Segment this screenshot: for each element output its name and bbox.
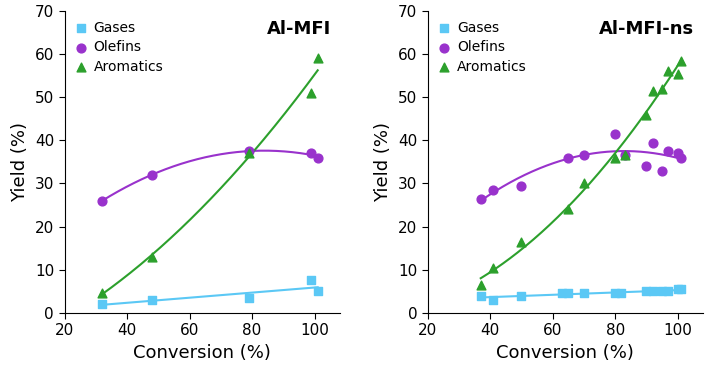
Gases: [96, 301, 108, 307]
Aromatics: [96, 290, 108, 296]
Gases: [516, 293, 527, 298]
Olefins: [516, 183, 527, 188]
Legend: Gases, Olefins, Aromatics: Gases, Olefins, Aromatics: [72, 18, 166, 77]
Gases: [675, 286, 686, 292]
X-axis label: Conversion (%): Conversion (%): [496, 344, 634, 362]
Gases: [656, 288, 668, 294]
Aromatics: [312, 56, 323, 61]
Olefins: [243, 148, 255, 154]
Aromatics: [619, 152, 630, 158]
Olefins: [675, 155, 686, 160]
Olefins: [312, 155, 323, 160]
Legend: Gases, Olefins, Aromatics: Gases, Olefins, Aromatics: [435, 18, 529, 77]
Aromatics: [563, 206, 574, 212]
Olefins: [96, 198, 108, 204]
Gases: [146, 297, 158, 303]
Aromatics: [647, 88, 658, 94]
Gases: [312, 288, 323, 294]
X-axis label: Conversion (%): Conversion (%): [133, 344, 271, 362]
Aromatics: [609, 155, 621, 160]
Aromatics: [475, 282, 486, 288]
Text: Al-MFI: Al-MFI: [267, 20, 331, 38]
Aromatics: [243, 151, 255, 156]
Text: Al-MFI-ns: Al-MFI-ns: [599, 20, 694, 38]
Olefins: [563, 155, 574, 160]
Aromatics: [672, 71, 683, 77]
Olefins: [578, 152, 589, 158]
Olefins: [647, 139, 658, 145]
Olefins: [641, 163, 652, 169]
Olefins: [656, 167, 668, 173]
Aromatics: [663, 68, 674, 74]
Gases: [663, 288, 674, 294]
Aromatics: [675, 58, 686, 64]
Gases: [243, 295, 255, 301]
Gases: [616, 290, 627, 296]
Y-axis label: Yield (%): Yield (%): [374, 122, 392, 202]
Aromatics: [641, 112, 652, 117]
Olefins: [619, 152, 630, 158]
Gases: [488, 297, 499, 303]
Aromatics: [656, 86, 668, 92]
Olefins: [305, 151, 317, 156]
Aromatics: [578, 181, 589, 187]
Gases: [578, 290, 589, 296]
Aromatics: [305, 90, 317, 96]
Gases: [609, 290, 621, 296]
Olefins: [146, 172, 158, 178]
Gases: [563, 290, 574, 296]
Olefins: [488, 187, 499, 193]
Aromatics: [146, 254, 158, 260]
Gases: [556, 290, 568, 296]
Gases: [647, 288, 658, 294]
Olefins: [609, 131, 621, 137]
Gases: [475, 293, 486, 298]
Aromatics: [488, 265, 499, 270]
Olefins: [672, 151, 683, 156]
Olefins: [475, 196, 486, 202]
Gases: [641, 288, 652, 294]
Gases: [672, 286, 683, 292]
Gases: [305, 277, 317, 283]
Olefins: [663, 148, 674, 154]
Y-axis label: Yield (%): Yield (%): [11, 122, 29, 202]
Aromatics: [516, 239, 527, 245]
